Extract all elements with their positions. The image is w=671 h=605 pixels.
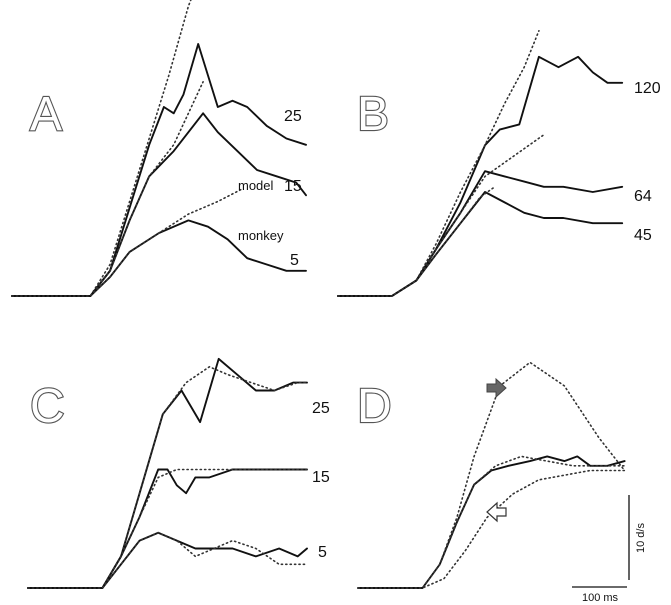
panel-b-model-trace-64-3 xyxy=(337,134,545,297)
panel-d-traces xyxy=(357,361,626,589)
vertical-scale-label: 10 d/s xyxy=(635,523,647,553)
panel-c-monkey-trace-5-4 xyxy=(27,531,308,589)
panel-c-traces xyxy=(27,357,308,589)
panel-d-model-trace-model-1-1 xyxy=(357,361,626,589)
panel-d-letter: D xyxy=(357,380,392,433)
panel-c: C 25 15 5 xyxy=(27,357,330,589)
panel-b-model-trace-45-5 xyxy=(337,186,496,297)
panel-a-traces xyxy=(11,0,307,297)
panel-c-model-trace-5-5 xyxy=(27,531,308,589)
panel-a: A 25 15 5 model monkey xyxy=(11,0,307,297)
panel-b: B 120 64 45 xyxy=(337,29,661,297)
panel-a-model-trace-5-5 xyxy=(11,188,244,297)
panel-d-monkey-trace-monkey-0 xyxy=(357,455,626,589)
panel-d-model-trace-model-3-3 xyxy=(357,469,626,589)
panel-d: D 10 d/s 100 ms xyxy=(356,361,647,604)
panel-d-model-trace-model-2-2 xyxy=(357,455,626,589)
horizontal-scale-label: 100 ms xyxy=(582,592,619,604)
filled-arrow-icon xyxy=(486,377,507,399)
panel-c-model-trace-25-1 xyxy=(27,365,308,589)
panel-c-model-trace-15-3 xyxy=(27,468,308,589)
panel-b-model-trace-120-1 xyxy=(337,29,540,297)
panel-b-letter: B xyxy=(357,88,389,141)
panel-b-monkey-trace-64-2 xyxy=(337,170,624,297)
panel-c-label-25: 25 xyxy=(312,400,330,417)
panel-b-traces xyxy=(337,29,624,297)
panel-a-label-25: 25 xyxy=(284,108,302,125)
panel-b-monkey-trace-45-4 xyxy=(337,191,624,297)
panel-b-label-64: 64 xyxy=(634,188,652,205)
panel-c-label-5: 5 xyxy=(318,544,327,561)
monkey-label: monkey xyxy=(238,228,284,243)
model-label: model xyxy=(238,178,274,193)
panel-a-letter: A xyxy=(30,88,62,141)
panel-c-letter: C xyxy=(30,380,65,433)
panel-a-label-5: 5 xyxy=(290,252,299,269)
panel-b-label-120: 120 xyxy=(634,80,661,97)
panel-c-monkey-trace-15-2 xyxy=(27,468,308,589)
open-arrow-icon xyxy=(486,501,507,523)
panel-a-label-15: 15 xyxy=(284,178,302,195)
panel-a-monkey-trace-25-0 xyxy=(11,43,307,297)
panel-a-model-trace-25-1 xyxy=(11,0,192,297)
panel-b-label-45: 45 xyxy=(634,227,652,244)
panel-c-label-15: 15 xyxy=(312,469,330,486)
